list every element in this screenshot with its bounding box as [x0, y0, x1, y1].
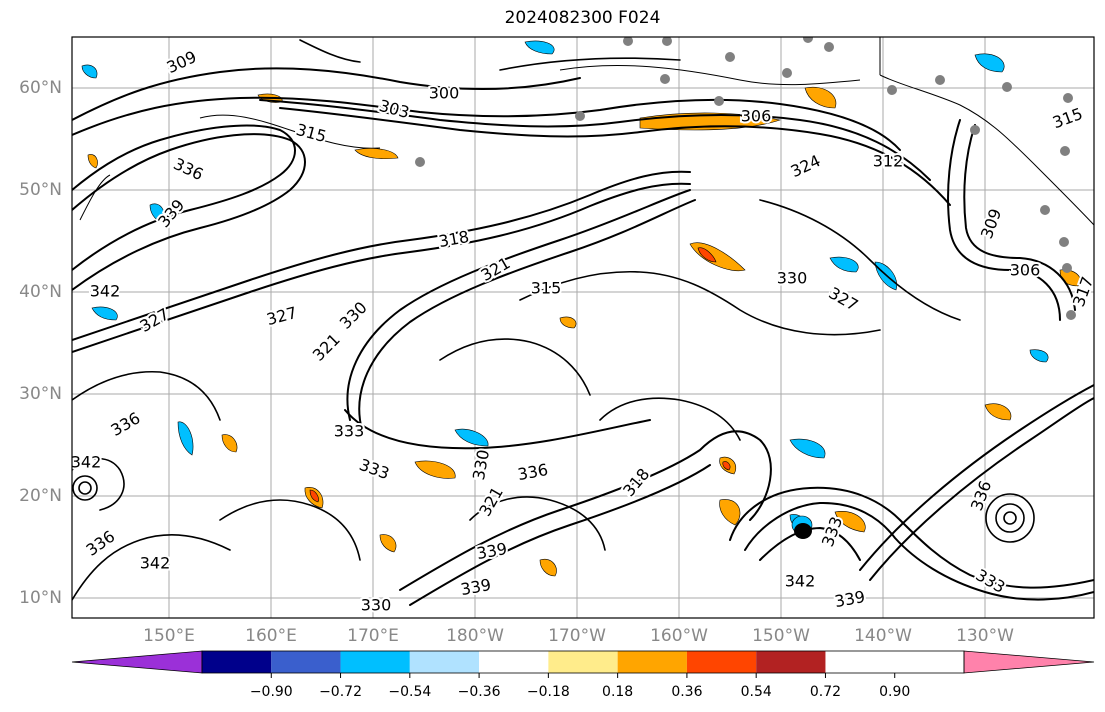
contour-label: 315 [531, 279, 562, 298]
colorbar-tick-label: 0.18 [602, 684, 634, 700]
colorbar-tick-label: −0.54 [388, 684, 432, 700]
contour-label-halo: 315 [531, 279, 562, 298]
map-title: 2024082300 F024 [504, 8, 661, 28]
colorbar-tick-label: 0.36 [671, 684, 703, 700]
longitude-label: 170°E [347, 626, 399, 646]
contour-label-halo: 342 [140, 554, 171, 573]
colorbar-tick-label: 0.72 [809, 684, 842, 700]
contour-label-halo: 333 [334, 422, 365, 441]
contour-label-halo: 306 [741, 107, 772, 126]
coastlines [79, 37, 1094, 226]
colorbar-extend-high [963, 650, 1095, 674]
longitude-label: 130°W [956, 626, 1014, 646]
contour-label-halo: 306 [1010, 261, 1041, 280]
contour-label: 342 [785, 572, 816, 591]
contour-label-halo: 330 [361, 596, 392, 615]
vortex-center [791, 515, 813, 539]
colorbar-bin [548, 651, 618, 673]
colorbar-bin [340, 651, 410, 673]
map-background [72, 37, 1094, 618]
colorbar-tick-label: 0.54 [740, 684, 772, 700]
map-frame [71, 36, 1095, 619]
contour-label: 333 [334, 422, 365, 441]
contour-label: 312 [873, 152, 904, 171]
colorbar-tick-label: −0.18 [526, 684, 570, 700]
colorbar-tick-label: −0.72 [319, 684, 362, 700]
colorbar-bin [409, 651, 480, 673]
contour-label: 306 [1010, 261, 1041, 280]
contour-label: 330 [777, 269, 808, 288]
longitude-label: 170°W [548, 626, 606, 646]
colorbar-bin [686, 651, 757, 673]
latitude-label: 40°N [19, 282, 62, 302]
colorbar-bin [617, 651, 687, 673]
contour-label-halo: 330 [777, 269, 808, 288]
contour-label: 300 [429, 84, 460, 103]
contour-label-halo: 312 [873, 152, 904, 171]
contour-label: 330 [361, 596, 392, 615]
contour-label-halo: 300 [429, 84, 460, 103]
longitude-label: 150°W [752, 626, 810, 646]
longitude-label: 160°E [245, 626, 297, 646]
latitude-label: 20°N [19, 486, 62, 506]
latitude-label: 50°N [19, 180, 62, 200]
contour-label: 306 [741, 107, 772, 126]
longitude-label: 140°W [854, 626, 912, 646]
contour-lines [72, 39, 1094, 606]
colorbar-tick-label: −0.90 [249, 684, 293, 700]
colorbar-bin [756, 651, 826, 673]
latitude-label: 30°N [19, 384, 62, 404]
longitude-label: 150°E [143, 626, 195, 646]
colorbar-bin [479, 651, 549, 673]
colorbar-extend-low [71, 650, 203, 674]
latitude-label: 10°N [19, 588, 62, 608]
contour-label-halo: 342 [90, 282, 121, 301]
contour-label: 342 [90, 282, 121, 301]
colorbar-bin [271, 651, 341, 673]
contour-label-halo: 342 [71, 453, 102, 472]
longitude-label: 180°W [446, 626, 504, 646]
contour-label: 342 [71, 453, 102, 472]
colorbar [71, 650, 1095, 678]
colorbar-frame [201, 650, 965, 674]
colorbar-bin [202, 651, 272, 673]
contour-label-halo: 339 [459, 575, 492, 599]
contour-label: 342 [140, 554, 171, 573]
latitude-label: 60°N [19, 78, 62, 98]
station-dots [415, 37, 1076, 320]
colorbar-tick-label: 0.90 [879, 684, 911, 700]
colorbar-tick-label: −0.36 [457, 684, 501, 700]
contour-label-halo: 342 [785, 572, 816, 591]
longitude-label: 160°W [650, 626, 708, 646]
